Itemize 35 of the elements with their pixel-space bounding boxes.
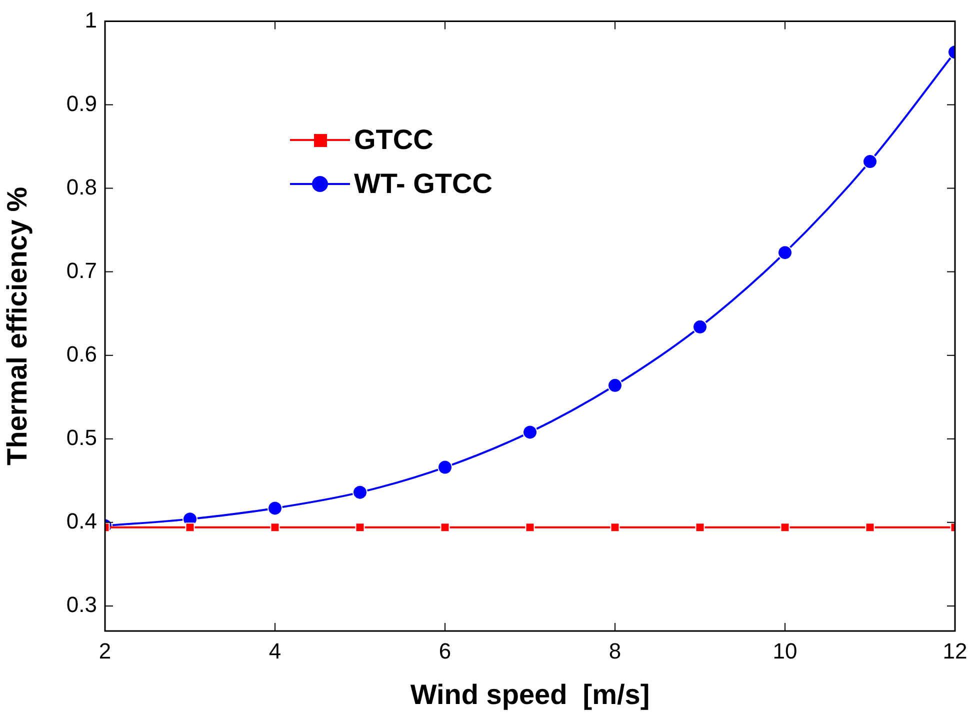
point	[268, 500, 282, 516]
point	[185, 522, 195, 532]
point	[525, 522, 535, 532]
x-tick-label: 6	[438, 638, 452, 664]
point	[862, 154, 878, 170]
point	[270, 522, 280, 532]
x-tick-label: 8	[608, 638, 622, 664]
y-tick-label: 0.9	[66, 90, 97, 116]
point	[522, 424, 538, 440]
x-tick-label: 10	[772, 638, 798, 664]
legend-label: GTCC	[354, 124, 434, 156]
x-tick-label: 12	[942, 638, 968, 664]
point	[355, 522, 365, 532]
y-tick-label: 1	[84, 7, 97, 32]
point	[610, 522, 620, 532]
x-axis-title: Wind speed [m/s]	[410, 678, 650, 710]
point	[692, 319, 708, 334]
point	[352, 484, 368, 500]
y-tick-label: 0.6	[66, 341, 97, 366]
y-tick-label: 0.4	[66, 508, 97, 534]
point	[440, 522, 450, 532]
point	[695, 522, 705, 532]
point	[865, 522, 875, 532]
x-tick-label: 4	[268, 638, 282, 664]
point	[780, 522, 790, 532]
point	[608, 378, 622, 393]
legend-label: WT- GTCC	[354, 168, 492, 200]
y-tick-label: 0.7	[66, 258, 97, 283]
point	[438, 460, 452, 475]
y-axis-title: Thermal efficiency %	[2, 186, 33, 466]
y-tick-label: 0.8	[66, 174, 97, 200]
y-tick-label: 0.3	[66, 592, 97, 617]
x-tick-label: 2	[98, 638, 112, 664]
point	[778, 245, 792, 260]
y-tick-label: 0.5	[66, 424, 97, 450]
